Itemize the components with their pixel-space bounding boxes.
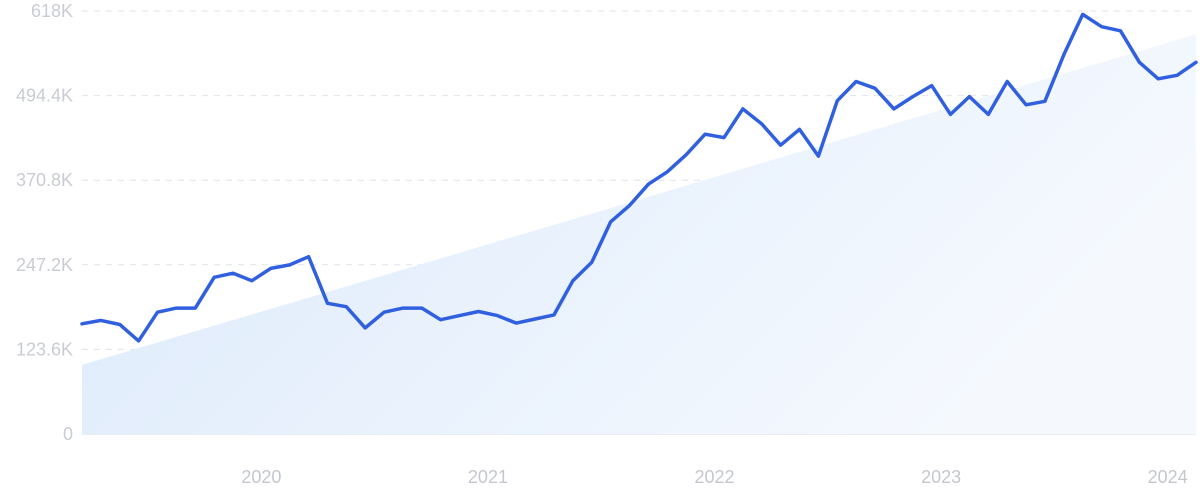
x-tick-label: 2021 — [468, 467, 508, 487]
y-tick-label: 370.8K — [16, 170, 73, 190]
x-tick-label: 2020 — [241, 467, 281, 487]
y-tick-label: 123.6K — [16, 339, 73, 359]
y-tick-label: 0 — [63, 424, 73, 444]
x-axis: 2020 2021 2022 2023 2024 — [241, 467, 1187, 487]
x-tick-label: 2024 — [1148, 467, 1188, 487]
x-tick-label: 2023 — [921, 467, 961, 487]
trend-area — [82, 34, 1196, 434]
trend-area-shape — [82, 34, 1196, 434]
x-tick-label: 2022 — [695, 467, 735, 487]
y-tick-label: 494.4K — [16, 86, 73, 106]
y-tick-label: 618K — [31, 1, 73, 21]
series-lines — [80, 12, 1198, 343]
series-line — [80, 12, 1198, 343]
y-axis: 0 123.6K 247.2K 370.8K 494.4K 618K — [16, 1, 73, 444]
y-tick-label: 247.2K — [16, 255, 73, 275]
